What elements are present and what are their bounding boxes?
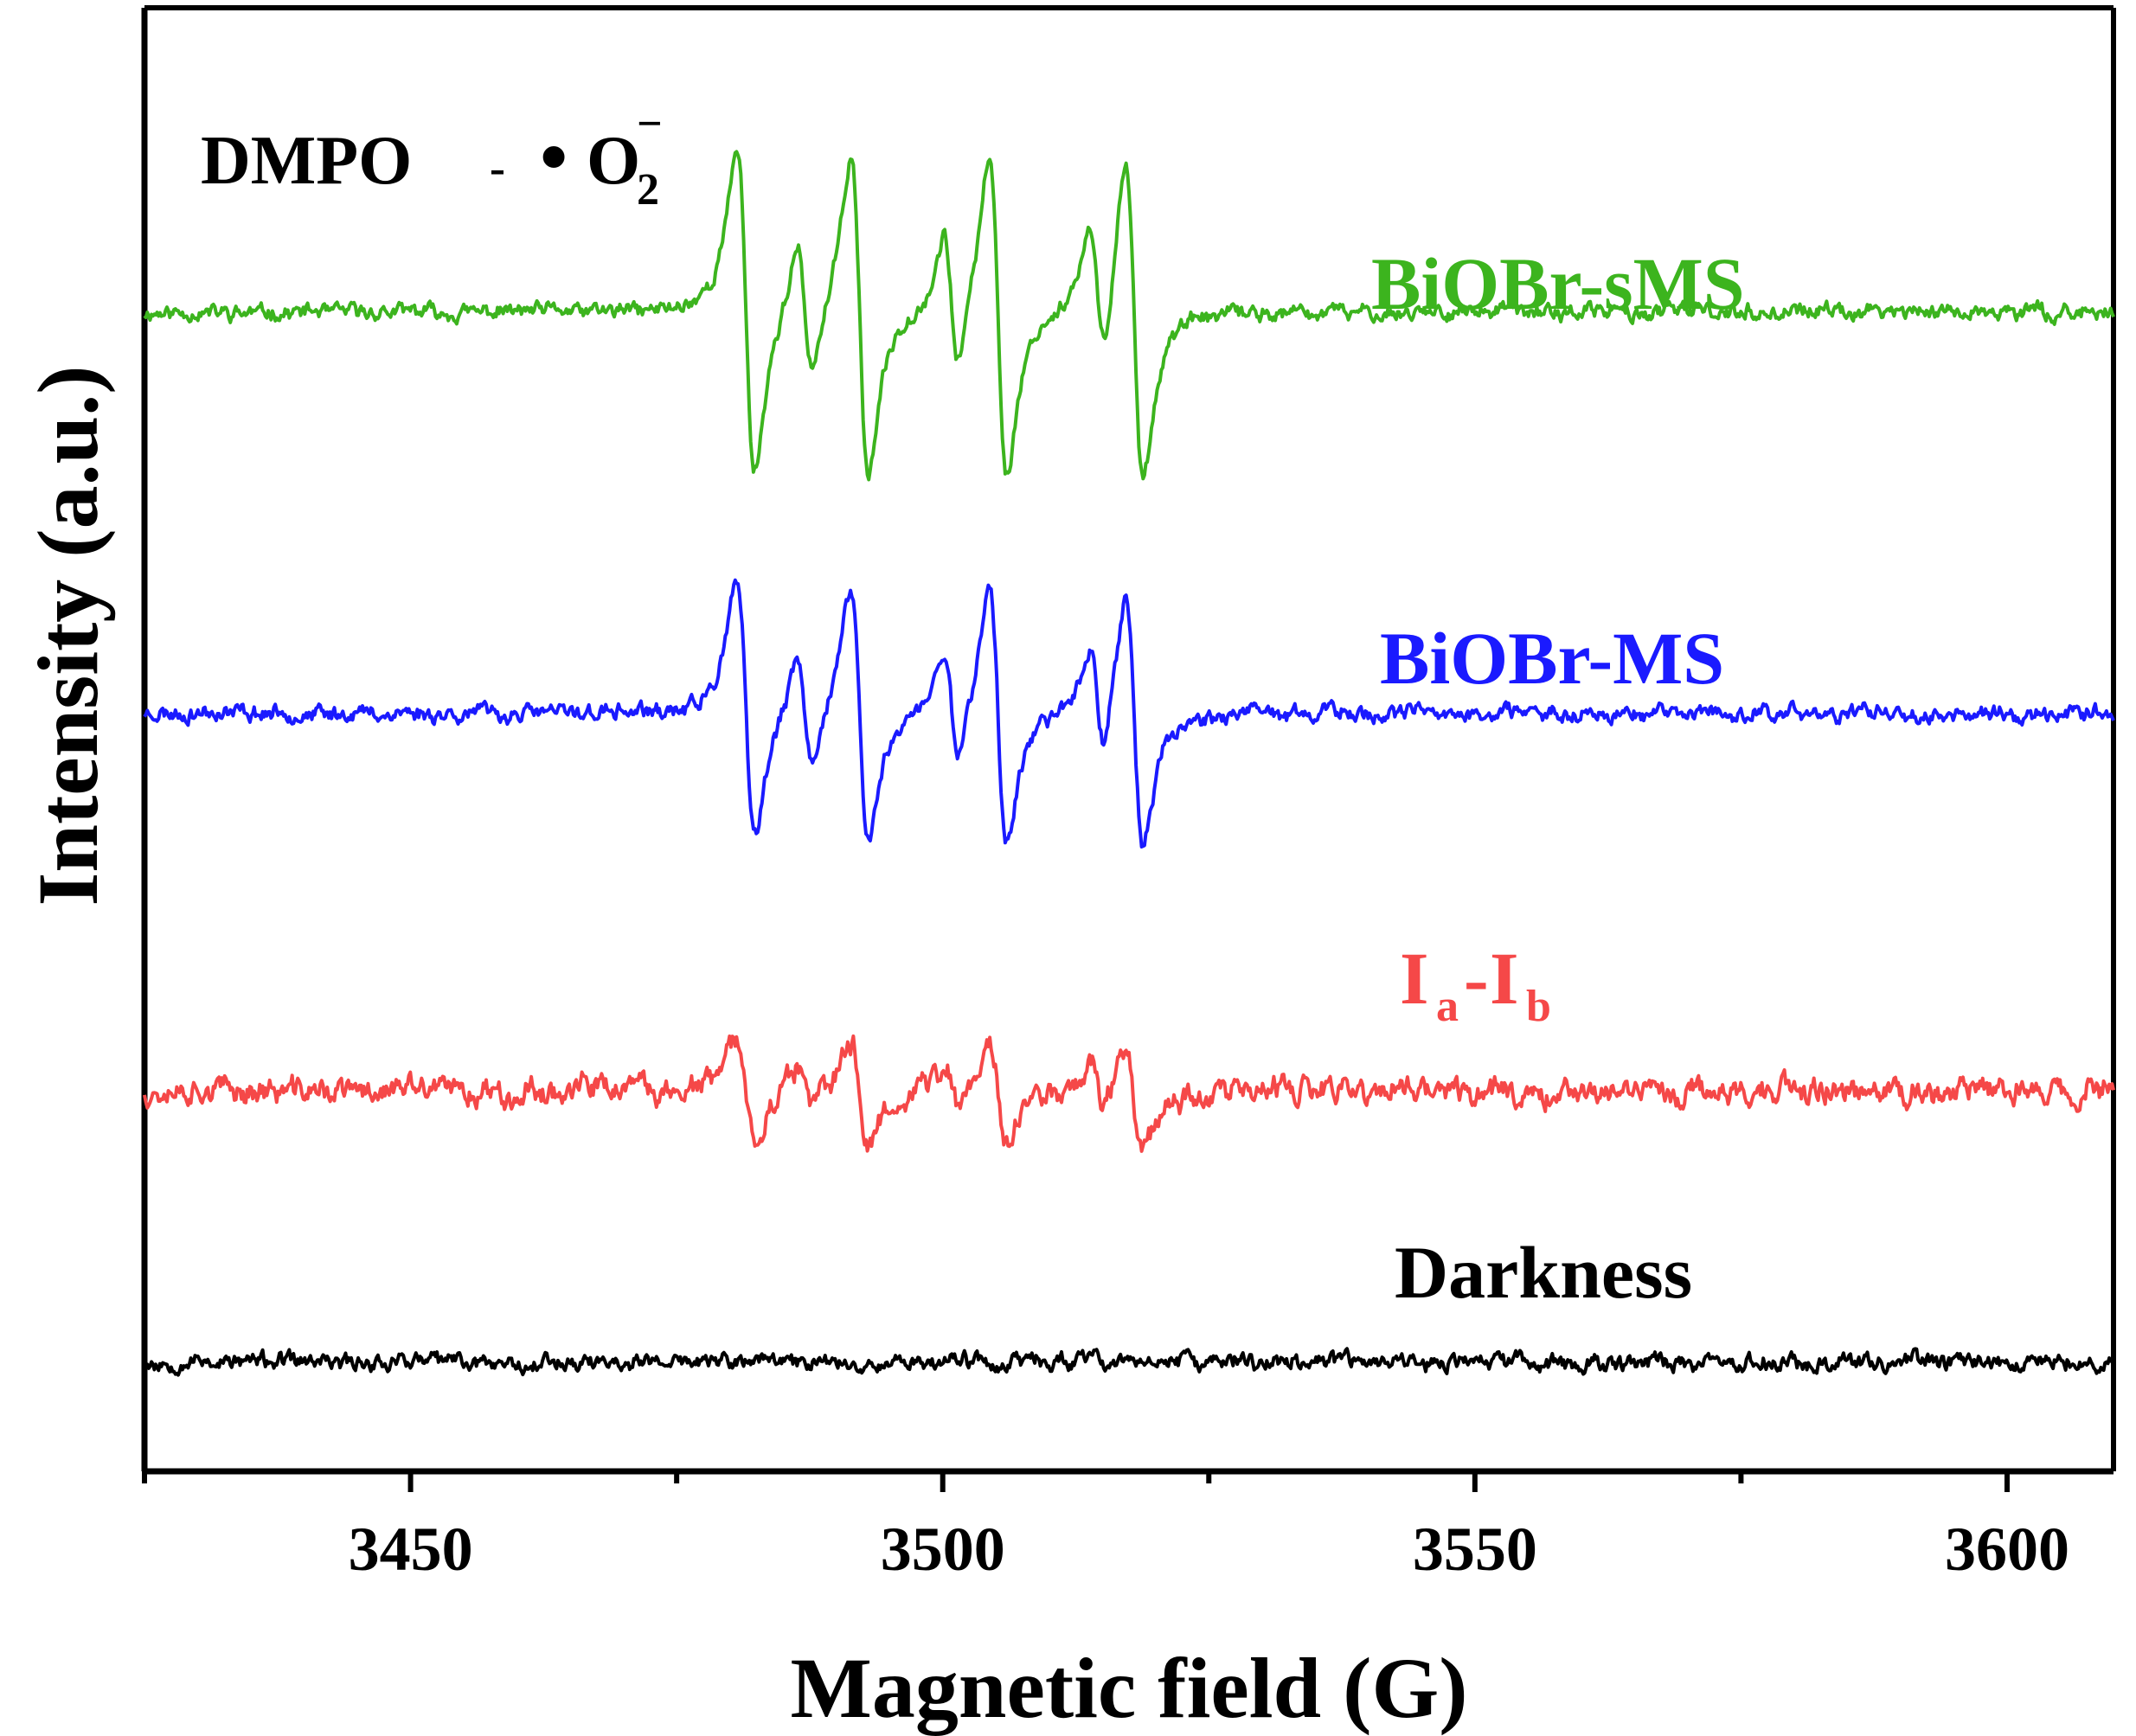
series-lines	[143, 150, 2115, 1377]
x-tick-label: 3600	[1945, 1515, 2069, 1584]
series-line-darkness	[143, 1347, 2115, 1377]
x-tick-labels: 3450 3500 3550 3600	[349, 1515, 2069, 1584]
annotation-bullet: •	[540, 112, 568, 201]
ia-ib-sub-b: b	[1526, 982, 1551, 1031]
annotation-prefix: DMPO	[201, 123, 412, 199]
series-label-darkness: Darkness	[1395, 1231, 1692, 1314]
ia-ib-dash: -	[1464, 937, 1489, 1020]
series-label-ia-ib: I a - I b	[1400, 937, 1551, 1031]
x-tick-label: 3500	[881, 1515, 1005, 1584]
y-axis-title: Intensity (a.u.)	[20, 365, 116, 906]
series-line-biobr-sms	[143, 150, 2115, 482]
x-tick-label: 3450	[349, 1515, 473, 1584]
x-axis-title: Magnetic field (G)	[790, 1640, 1467, 1736]
x-ticks	[142, 1471, 2010, 1492]
series-line-ia-ib	[143, 1034, 2115, 1153]
series-label-biobr-sms: BiOBr-sMS	[1371, 242, 1745, 325]
annotation-superscript: −	[637, 99, 663, 149]
series-label-biobr-ms: BiOBr-MS	[1380, 617, 1724, 700]
annotation-radical: O	[587, 123, 640, 199]
x-tick-label: 3550	[1413, 1515, 1537, 1584]
series-line-biobr-ms	[143, 578, 2115, 849]
ia-ib-main-2: I	[1490, 937, 1518, 1020]
ia-ib-main-1: I	[1400, 937, 1428, 1020]
annotation-separator: -	[490, 142, 505, 194]
annotation-subscript: 2	[637, 165, 659, 215]
plot-frame	[141, 5, 2116, 1475]
ia-ib-sub-a: a	[1436, 982, 1459, 1031]
panel-annotation: DMPO - • O 2 −	[201, 99, 663, 215]
